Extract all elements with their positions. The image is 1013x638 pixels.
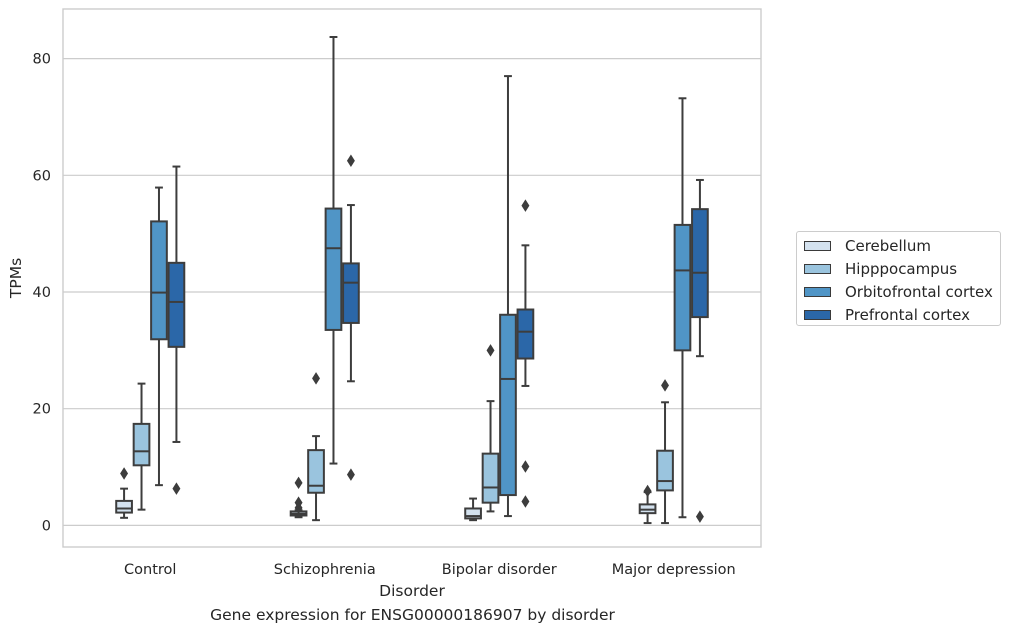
legend-swatch-cerebellum: [804, 241, 831, 251]
box-iqr: [516, 308, 535, 360]
x-axis-label: Disorder: [379, 582, 445, 600]
outlier-point: [695, 510, 704, 523]
legend-label-orbitofrontal-cortex: Orbitofrontal cortex: [845, 283, 993, 301]
y-tick-label: 0: [42, 518, 51, 534]
x-tick-label: Major depression: [612, 562, 736, 578]
legend-item-cerebellum: Cerebellum: [797, 235, 1000, 258]
box-iqr: [673, 223, 692, 352]
box-group: [656, 379, 674, 525]
box-iqr: [342, 262, 360, 324]
x-tick-labels: Control Schizophrenia Bipolar disorder Majo…: [124, 562, 736, 578]
outlier-point: [346, 154, 355, 167]
outlier-point: [521, 460, 530, 473]
box-layer: [115, 36, 709, 525]
box-group: [691, 178, 709, 523]
y-tick-label: 40: [33, 285, 51, 301]
box-group: [499, 75, 517, 518]
y-tick-label: 80: [33, 52, 51, 68]
outlier-point: [172, 482, 181, 495]
box-group: [673, 97, 692, 519]
plot-frame: [62, 8, 762, 548]
chart-legend: Cerebellum Hipppocampus Orbitofrontal co…: [796, 231, 1001, 326]
outlier-point: [312, 372, 320, 385]
box-group: [464, 497, 482, 522]
box-group: [132, 382, 151, 511]
box-group: [167, 165, 186, 495]
box-group: [342, 154, 360, 481]
legend-label-cerebellum: Cerebellum: [845, 237, 931, 255]
outlier-point: [294, 496, 303, 509]
box-group: [481, 344, 500, 513]
box-iqr: [481, 452, 500, 504]
outlier-point: [294, 476, 303, 490]
box-iqr: [132, 422, 151, 467]
y-tick-label: 20: [33, 402, 51, 418]
legend-swatch-hippocampus: [804, 264, 831, 274]
x-tick-label: Schizophrenia: [274, 562, 376, 578]
box-group: [289, 476, 308, 519]
box-group: [307, 372, 325, 522]
legend-swatch-orbitofrontal-cortex: [804, 287, 831, 297]
outlier-point: [521, 495, 530, 508]
legend-swatch-prefrontal-cortex: [804, 310, 831, 320]
box-iqr: [167, 261, 186, 348]
box-group: [324, 36, 343, 465]
box-iqr: [150, 220, 168, 341]
box-group: [638, 484, 657, 525]
y-tick-labels: 0 20 40 60 80: [33, 52, 51, 535]
legend-label-hippocampus: Hipppocampus: [845, 260, 958, 278]
y-tick-label: 60: [33, 168, 51, 184]
box-iqr: [499, 313, 517, 497]
box-iqr: [691, 208, 709, 319]
outlier-point: [486, 344, 495, 357]
legend-label-prefrontal-cortex: Prefrontal cortex: [845, 306, 970, 324]
outlier-point: [643, 484, 652, 498]
box-iqr: [307, 449, 325, 494]
box-iqr: [324, 207, 343, 331]
outlier-point: [120, 467, 129, 480]
x-tick-label: Bipolar disorder: [442, 562, 557, 578]
box-iqr: [464, 507, 482, 520]
y-axis-label: TPMs: [7, 258, 25, 299]
chart-caption: Gene expression for ENSG00000186907 by d…: [210, 606, 615, 624]
box-group: [150, 186, 168, 487]
x-tick-label: Control: [124, 562, 176, 578]
legend-item-orbitofrontal-cortex: Orbitofrontal cortex: [797, 281, 1000, 304]
outlier-point: [346, 468, 355, 481]
outlier-point: [661, 379, 669, 392]
box-iqr: [656, 449, 674, 492]
box-group: [516, 199, 535, 508]
legend-item-hippocampus: Hipppocampus: [797, 258, 1000, 281]
legend-item-prefrontal-cortex: Prefrontal cortex: [797, 304, 1000, 327]
box-group: [115, 467, 133, 519]
outlier-point: [521, 199, 530, 212]
box-iqr: [115, 499, 133, 514]
